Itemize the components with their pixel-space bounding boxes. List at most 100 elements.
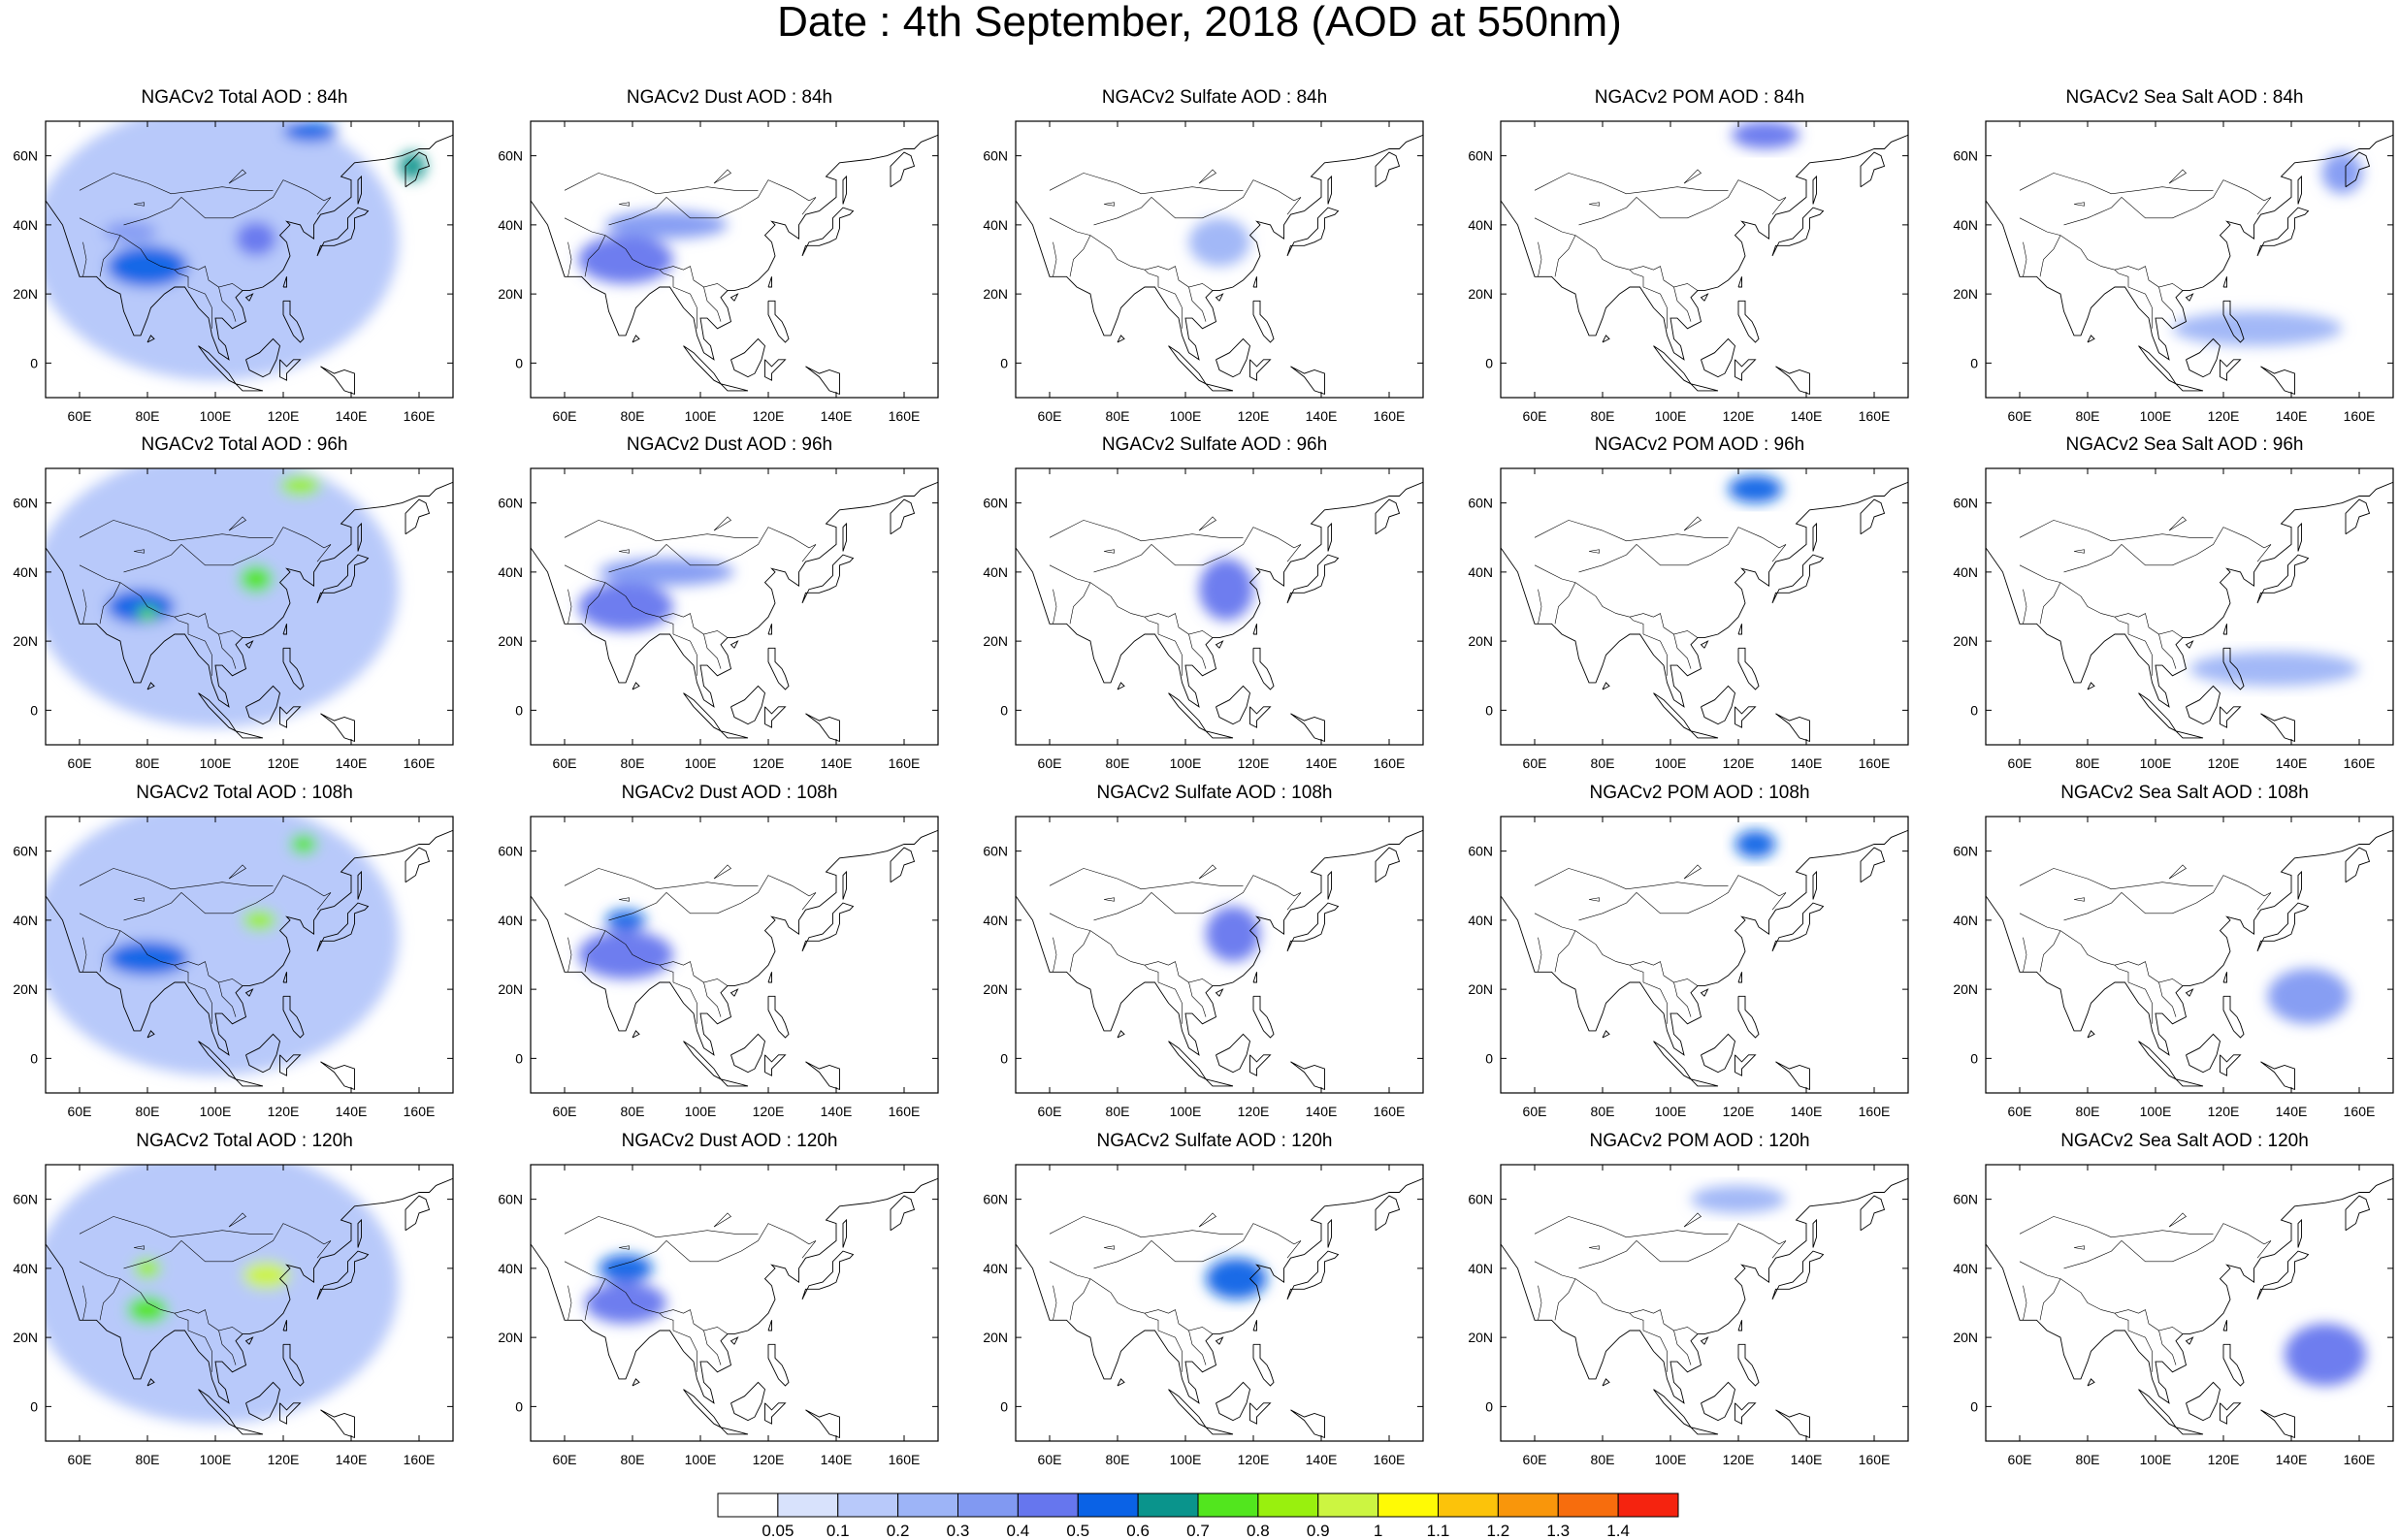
- lon-tick-label: 120E: [268, 1452, 300, 1467]
- coastline: [1249, 1054, 1272, 1076]
- lat-tick-label: 40N: [498, 564, 523, 580]
- lon-tick-label: 60E: [553, 1104, 577, 1119]
- coastline: [282, 1320, 287, 1331]
- aod-field: [1016, 817, 1423, 1093]
- country-border: [1534, 520, 1729, 542]
- lon-tick-label: 120E: [1238, 1104, 1270, 1119]
- country-border: [123, 1223, 332, 1269]
- lat-tick-label: 20N: [983, 286, 1008, 302]
- aod-field: [1986, 817, 2393, 1093]
- map-panel: NGACv2 Dust AOD : 84h 60E 80E 100E 120E 140E 1…: [487, 87, 972, 436]
- aod-plume: [1732, 121, 1799, 149]
- lon-tick-label: 80E: [621, 408, 645, 424]
- coastline: [1737, 1320, 1742, 1331]
- lat-tick-label: 0: [1000, 702, 1008, 718]
- lat-tick-label: 0: [515, 1398, 523, 1414]
- coastlines: [1986, 481, 2393, 743]
- coastline: [1252, 1320, 1257, 1331]
- lon-tick-label: 60E: [1038, 755, 1062, 771]
- lat-tick-label: 40N: [498, 1261, 523, 1276]
- lat-tick-label: 0: [1485, 355, 1493, 370]
- country-border: [99, 582, 121, 625]
- colorbar-box: [1497, 1492, 1559, 1518]
- lon-tick-label: 80E: [1591, 755, 1615, 771]
- coastline: [805, 1409, 840, 1439]
- lake-outline: [1683, 169, 1702, 184]
- lon-tick-label: 160E: [404, 755, 436, 771]
- coastlines: [1016, 134, 1423, 396]
- lon-tick-label: 160E: [1859, 755, 1891, 771]
- lat-tick-label: 60N: [13, 844, 38, 859]
- lat-tick-label: 0: [30, 355, 38, 370]
- lon-tick-label: 140E: [2276, 1452, 2308, 1467]
- colorbar-label: 0.4: [1007, 1522, 1030, 1540]
- map-frame: [1985, 120, 2394, 399]
- lake-outline: [1198, 864, 1216, 880]
- aod-plume: [127, 1296, 168, 1324]
- coastline: [282, 300, 305, 343]
- lon-tick-label: 140E: [2276, 755, 2308, 771]
- colorbar-label: 1.1: [1427, 1522, 1450, 1540]
- coastline: [729, 640, 739, 649]
- aod-map: 60E 80E 100E 120E 140E 160E 60N 40N 20N 0: [983, 816, 1424, 1119]
- coastline: [2260, 1061, 2295, 1091]
- country-border: [703, 633, 722, 669]
- country-border: [1538, 1285, 1542, 1321]
- coastline: [235, 730, 264, 739]
- coastline: [1700, 293, 1709, 302]
- aod-map: 60E 80E 100E 120E 140E 160E 60N 40N 20N 0: [498, 120, 939, 424]
- coastline: [146, 1378, 155, 1387]
- coastline: [1701, 1033, 1735, 1074]
- coastline: [1602, 1378, 1610, 1387]
- lon-tick-label: 100E: [685, 1104, 717, 1119]
- coastline: [1327, 175, 1332, 205]
- map-background: [1986, 1165, 2393, 1441]
- country-border: [1144, 1312, 1159, 1331]
- lon-tick-label: 60E: [1038, 408, 1062, 424]
- coastline: [244, 988, 254, 997]
- map-panel: NGACv2 Sulfate AOD : 108h 60E 80E 100E 120E 1…: [972, 783, 1457, 1132]
- coastline: [531, 1177, 938, 1404]
- aod-map: 60E 80E 100E 120E 140E 160E 60N 40N 20N 0: [13, 1164, 454, 1467]
- lat-tick-label: 0: [515, 1050, 523, 1066]
- lon-tick-label: 100E: [2140, 1104, 2172, 1119]
- country-border: [567, 1285, 572, 1321]
- aod-plume: [103, 221, 158, 242]
- colorbar-label: 0.5: [1066, 1522, 1089, 1540]
- lat-tick-label: 20N: [498, 633, 523, 649]
- aod-map: 60E 80E 100E 120E 140E 160E 60N 40N 20N 0: [1953, 467, 2394, 771]
- coastline: [1771, 1250, 1825, 1300]
- aod-map: 60E 80E 100E 120E 140E 160E 60N 40N 20N 0: [1468, 816, 1909, 1119]
- lon-tick-label: 140E: [1791, 1104, 1823, 1119]
- map-panel: NGACv2 POM AOD : 96h 60E 80E 100E 120E 140E 16…: [1457, 434, 1942, 784]
- coastline: [46, 481, 453, 708]
- coastline: [801, 902, 855, 952]
- lon-tick-label: 100E: [1655, 1452, 1687, 1467]
- country-border: [1144, 616, 1159, 634]
- panel-title: NGACv2 Total AOD : 84h: [141, 87, 348, 108]
- coastline: [279, 1054, 302, 1076]
- lat-tick-label: 20N: [1953, 1330, 1978, 1345]
- country-border: [1554, 1278, 1576, 1321]
- lon-tick-label: 140E: [821, 408, 853, 424]
- coastline: [1215, 1336, 1224, 1345]
- lake-outline: [1198, 1212, 1216, 1228]
- lon-tick-label: 60E: [1523, 755, 1547, 771]
- lat-tick-label: 0: [515, 702, 523, 718]
- lake-outline: [228, 516, 246, 531]
- panel-title: NGACv2 Sulfate AOD : 108h: [1096, 783, 1333, 803]
- lon-tick-label: 100E: [200, 755, 232, 771]
- map-frame: [1500, 1164, 1909, 1442]
- lon-tick-label: 60E: [553, 1452, 577, 1467]
- country-border: [703, 1330, 722, 1365]
- country-border: [1578, 527, 1787, 573]
- lat-tick-label: 40N: [1468, 913, 1493, 928]
- aod-field: [46, 468, 453, 745]
- lat-tick-label: 20N: [1468, 286, 1493, 302]
- lon-tick-label: 80E: [1591, 408, 1615, 424]
- coastline: [2087, 1378, 2095, 1387]
- colorbar-box: [897, 1492, 958, 1518]
- country-border: [1049, 868, 1244, 890]
- coastline: [730, 1381, 765, 1422]
- lon-tick-label: 100E: [1170, 1452, 1202, 1467]
